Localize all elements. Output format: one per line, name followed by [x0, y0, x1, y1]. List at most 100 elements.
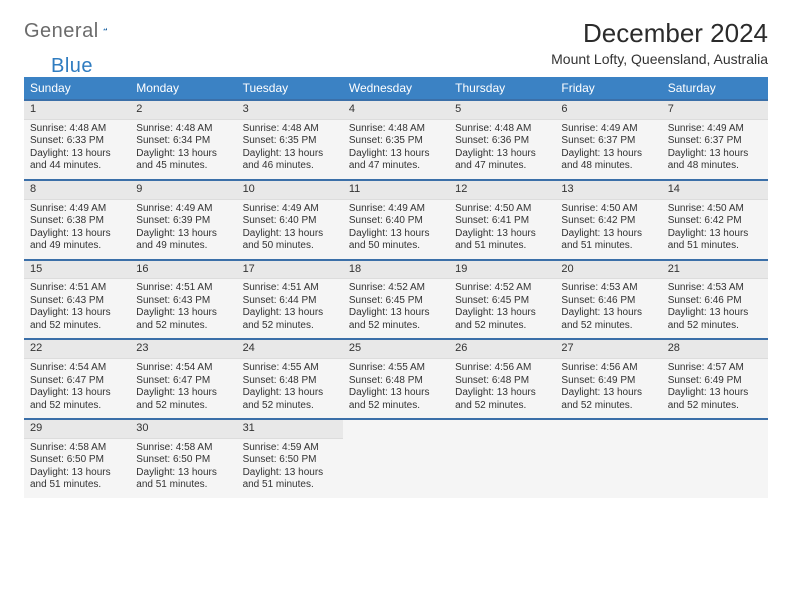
calendar-day-cell: 14Sunrise: 4:50 AMSunset: 6:42 PMDayligh…	[662, 180, 768, 260]
day-number: 17	[237, 261, 343, 280]
sunrise-line: Sunrise: 4:49 AM	[349, 203, 443, 216]
calendar-week-row: 8Sunrise: 4:49 AMSunset: 6:38 PMDaylight…	[24, 180, 768, 260]
sunrise-line: Sunrise: 4:50 AM	[668, 203, 762, 216]
day-number: 27	[555, 340, 661, 359]
sunrise-line: Sunrise: 4:51 AM	[30, 282, 124, 295]
sunrise-line: Sunrise: 4:58 AM	[30, 442, 124, 455]
day-number: 5	[449, 101, 555, 120]
sunrise-line: Sunrise: 4:51 AM	[243, 282, 337, 295]
day-details: Sunrise: 4:54 AMSunset: 6:47 PMDaylight:…	[130, 359, 236, 418]
day-number: 23	[130, 340, 236, 359]
sunset-line: Sunset: 6:44 PM	[243, 295, 337, 308]
calendar-day-cell: 10Sunrise: 4:49 AMSunset: 6:40 PMDayligh…	[237, 180, 343, 260]
weekday-header: Tuesday	[237, 77, 343, 100]
sunset-line: Sunset: 6:50 PM	[243, 454, 337, 467]
daylight-line: Daylight: 13 hours and 52 minutes.	[136, 387, 230, 412]
sunset-line: Sunset: 6:47 PM	[30, 375, 124, 388]
day-number: 1	[24, 101, 130, 120]
day-number: 9	[130, 181, 236, 200]
calendar-day-cell: 4Sunrise: 4:48 AMSunset: 6:35 PMDaylight…	[343, 100, 449, 180]
calendar-week-row: 29Sunrise: 4:58 AMSunset: 6:50 PMDayligh…	[24, 419, 768, 498]
sunset-line: Sunset: 6:37 PM	[668, 135, 762, 148]
sunrise-line: Sunrise: 4:56 AM	[561, 362, 655, 375]
day-number: 13	[555, 181, 661, 200]
calendar-week-row: 22Sunrise: 4:54 AMSunset: 6:47 PMDayligh…	[24, 339, 768, 419]
day-details: Sunrise: 4:58 AMSunset: 6:50 PMDaylight:…	[24, 439, 130, 498]
calendar-day-cell: 12Sunrise: 4:50 AMSunset: 6:41 PMDayligh…	[449, 180, 555, 260]
sunset-line: Sunset: 6:40 PM	[243, 215, 337, 228]
day-number: 24	[237, 340, 343, 359]
calendar-day-cell: 5Sunrise: 4:48 AMSunset: 6:36 PMDaylight…	[449, 100, 555, 180]
daylight-line: Daylight: 13 hours and 52 minutes.	[349, 307, 443, 332]
day-details: Sunrise: 4:49 AMSunset: 6:39 PMDaylight:…	[130, 200, 236, 259]
day-number: 20	[555, 261, 661, 280]
daylight-line: Daylight: 13 hours and 46 minutes.	[243, 148, 337, 173]
sunset-line: Sunset: 6:42 PM	[561, 215, 655, 228]
day-number: 6	[555, 101, 661, 120]
daylight-line: Daylight: 13 hours and 44 minutes.	[30, 148, 124, 173]
sunrise-line: Sunrise: 4:49 AM	[668, 123, 762, 136]
day-details: Sunrise: 4:52 AMSunset: 6:45 PMDaylight:…	[449, 279, 555, 338]
sunrise-line: Sunrise: 4:50 AM	[455, 203, 549, 216]
weekday-header: Friday	[555, 77, 661, 100]
day-number: 21	[662, 261, 768, 280]
sunrise-line: Sunrise: 4:54 AM	[30, 362, 124, 375]
header: General December 2024 Mount Lofty, Queen…	[24, 14, 768, 73]
calendar-day-cell: 26Sunrise: 4:56 AMSunset: 6:48 PMDayligh…	[449, 339, 555, 419]
sunset-line: Sunset: 6:47 PM	[136, 375, 230, 388]
title-block: December 2024 Mount Lofty, Queensland, A…	[551, 14, 768, 73]
logo-text-1: General	[24, 20, 99, 43]
sunrise-line: Sunrise: 4:50 AM	[561, 203, 655, 216]
sunrise-line: Sunrise: 4:48 AM	[243, 123, 337, 136]
sunset-line: Sunset: 6:50 PM	[136, 454, 230, 467]
daylight-line: Daylight: 13 hours and 52 minutes.	[243, 387, 337, 412]
day-details: Sunrise: 4:48 AMSunset: 6:35 PMDaylight:…	[237, 120, 343, 179]
sunset-line: Sunset: 6:48 PM	[349, 375, 443, 388]
day-details: Sunrise: 4:48 AMSunset: 6:33 PMDaylight:…	[24, 120, 130, 179]
day-details: Sunrise: 4:55 AMSunset: 6:48 PMDaylight:…	[237, 359, 343, 418]
logo: General	[24, 14, 125, 43]
day-details: Sunrise: 4:58 AMSunset: 6:50 PMDaylight:…	[130, 439, 236, 498]
day-number: 11	[343, 181, 449, 200]
day-number: 19	[449, 261, 555, 280]
calendar-day-cell: 19Sunrise: 4:52 AMSunset: 6:45 PMDayligh…	[449, 260, 555, 340]
calendar-day-cell: 29Sunrise: 4:58 AMSunset: 6:50 PMDayligh…	[24, 419, 130, 498]
daylight-line: Daylight: 13 hours and 48 minutes.	[668, 148, 762, 173]
day-details: Sunrise: 4:50 AMSunset: 6:41 PMDaylight:…	[449, 200, 555, 259]
calendar-day-cell: 27Sunrise: 4:56 AMSunset: 6:49 PMDayligh…	[555, 339, 661, 419]
day-details: Sunrise: 4:53 AMSunset: 6:46 PMDaylight:…	[555, 279, 661, 338]
sunset-line: Sunset: 6:37 PM	[561, 135, 655, 148]
weekday-header: Sunday	[24, 77, 130, 100]
calendar-body: 1Sunrise: 4:48 AMSunset: 6:33 PMDaylight…	[24, 100, 768, 498]
sunrise-line: Sunrise: 4:58 AM	[136, 442, 230, 455]
sunset-line: Sunset: 6:35 PM	[349, 135, 443, 148]
day-details: Sunrise: 4:50 AMSunset: 6:42 PMDaylight:…	[555, 200, 661, 259]
calendar-day-cell: 13Sunrise: 4:50 AMSunset: 6:42 PMDayligh…	[555, 180, 661, 260]
month-title: December 2024	[551, 18, 768, 49]
logo-text-2: Blue	[51, 55, 93, 78]
sunset-line: Sunset: 6:36 PM	[455, 135, 549, 148]
day-details: Sunrise: 4:57 AMSunset: 6:49 PMDaylight:…	[662, 359, 768, 418]
day-details: Sunrise: 4:54 AMSunset: 6:47 PMDaylight:…	[24, 359, 130, 418]
weekday-header: Thursday	[449, 77, 555, 100]
sunset-line: Sunset: 6:34 PM	[136, 135, 230, 148]
calendar-day-cell: 7Sunrise: 4:49 AMSunset: 6:37 PMDaylight…	[662, 100, 768, 180]
daylight-line: Daylight: 13 hours and 49 minutes.	[136, 228, 230, 253]
day-details: Sunrise: 4:48 AMSunset: 6:36 PMDaylight:…	[449, 120, 555, 179]
sunrise-line: Sunrise: 4:57 AM	[668, 362, 762, 375]
day-details: Sunrise: 4:51 AMSunset: 6:44 PMDaylight:…	[237, 279, 343, 338]
daylight-line: Daylight: 13 hours and 52 minutes.	[668, 387, 762, 412]
day-number: 2	[130, 101, 236, 120]
calendar-table: SundayMondayTuesdayWednesdayThursdayFrid…	[24, 77, 768, 498]
sunrise-line: Sunrise: 4:55 AM	[349, 362, 443, 375]
sunrise-line: Sunrise: 4:56 AM	[455, 362, 549, 375]
day-details: Sunrise: 4:49 AMSunset: 6:37 PMDaylight:…	[555, 120, 661, 179]
sunrise-line: Sunrise: 4:48 AM	[349, 123, 443, 136]
day-number: 15	[24, 261, 130, 280]
daylight-line: Daylight: 13 hours and 52 minutes.	[30, 387, 124, 412]
weekday-header: Saturday	[662, 77, 768, 100]
calendar-day-cell: 11Sunrise: 4:49 AMSunset: 6:40 PMDayligh…	[343, 180, 449, 260]
day-number: 22	[24, 340, 130, 359]
calendar-day-cell: 1Sunrise: 4:48 AMSunset: 6:33 PMDaylight…	[24, 100, 130, 180]
day-details: Sunrise: 4:50 AMSunset: 6:42 PMDaylight:…	[662, 200, 768, 259]
